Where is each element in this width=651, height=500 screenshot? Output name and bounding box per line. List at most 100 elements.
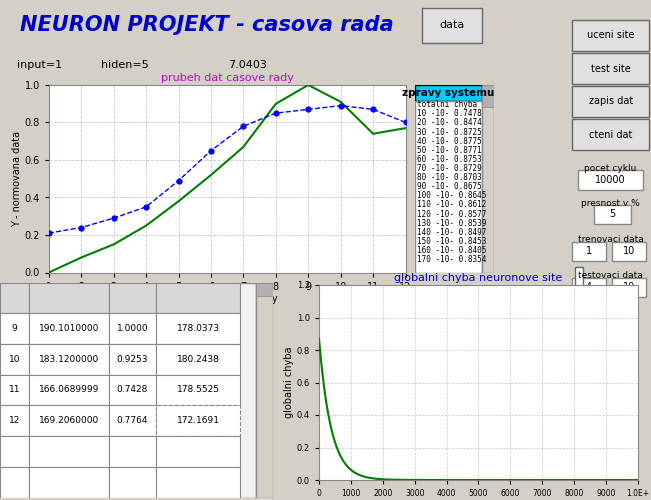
Bar: [594, 205, 631, 224]
Text: 10000: 10000: [595, 175, 626, 185]
Text: test site: test site: [590, 64, 631, 74]
Text: 10: 10: [623, 282, 635, 292]
Text: 110 -10- 0.8612: 110 -10- 0.8612: [417, 200, 486, 209]
Text: 10: 10: [623, 246, 635, 256]
Text: 4: 4: [586, 282, 592, 292]
Bar: [156, 344, 240, 374]
Bar: [156, 282, 240, 313]
Bar: [109, 344, 156, 374]
Text: NEURON PROJEKT - casova rada: NEURON PROJEKT - casova rada: [20, 15, 395, 35]
Text: 1.0000: 1.0000: [117, 324, 148, 333]
Bar: [29, 344, 109, 374]
Text: uceni site: uceni site: [587, 30, 634, 40]
Text: 1: 1: [586, 246, 592, 256]
Bar: [572, 278, 606, 297]
Bar: [572, 53, 650, 84]
Text: 166.0689999: 166.0689999: [39, 386, 99, 394]
Bar: [109, 406, 156, 436]
Text: hiden=5: hiden=5: [100, 60, 148, 70]
Text: 150 -10- 0.8453: 150 -10- 0.8453: [417, 237, 486, 246]
Text: rozdily: rozdily: [587, 308, 616, 316]
Bar: [29, 282, 109, 313]
Text: presnost v %: presnost v %: [581, 200, 640, 208]
Text: 11: 11: [9, 386, 20, 394]
Text: 90 -10- 0.8675: 90 -10- 0.8675: [417, 182, 482, 191]
Bar: [482, 85, 494, 108]
Bar: [0, 313, 29, 344]
Text: 0.9253: 0.9253: [117, 355, 148, 364]
Bar: [572, 119, 650, 150]
Text: 50 -10- 0.8771: 50 -10- 0.8771: [417, 146, 482, 155]
Bar: [0, 344, 29, 374]
Text: 178.0373: 178.0373: [176, 324, 219, 333]
Text: 60 -10- 0.8753: 60 -10- 0.8753: [417, 155, 482, 164]
Bar: [575, 267, 583, 317]
Bar: [415, 85, 482, 101]
Bar: [256, 282, 273, 498]
Text: trenovaci data: trenovaci data: [578, 236, 643, 244]
Text: totalni chyba: totalni chyba: [417, 100, 477, 109]
Text: pocet cyklu: pocet cyklu: [585, 164, 637, 173]
Bar: [156, 467, 240, 498]
Bar: [0, 406, 29, 436]
Bar: [0, 374, 29, 406]
Bar: [578, 170, 643, 190]
Text: 9: 9: [12, 324, 18, 333]
Text: 160 -10- 0.8405: 160 -10- 0.8405: [417, 246, 486, 255]
Bar: [109, 436, 156, 467]
Bar: [0, 282, 29, 313]
Bar: [612, 242, 646, 261]
Text: 12: 12: [9, 416, 20, 425]
Bar: [0, 436, 29, 467]
Text: 70 -10- 0.8729: 70 -10- 0.8729: [417, 164, 482, 173]
Bar: [156, 313, 240, 344]
Text: 172.1691: 172.1691: [176, 416, 219, 425]
Bar: [156, 406, 240, 436]
Bar: [415, 101, 482, 272]
Bar: [156, 436, 240, 467]
Bar: [575, 287, 583, 337]
Text: 120 -10- 0.8577: 120 -10- 0.8577: [417, 210, 486, 218]
Text: 7.0403: 7.0403: [228, 60, 267, 70]
Text: zpravy systemu: zpravy systemu: [402, 88, 494, 98]
Bar: [422, 8, 482, 42]
Text: data: data: [439, 20, 465, 30]
Bar: [482, 85, 494, 272]
Text: 100 -10- 0.8645: 100 -10- 0.8645: [417, 192, 486, 200]
Text: 10 -10- 0.7478: 10 -10- 0.7478: [417, 110, 482, 118]
Bar: [156, 374, 240, 406]
Bar: [612, 278, 646, 297]
Text: 130 -10- 0.8539: 130 -10- 0.8539: [417, 218, 486, 228]
Text: nezavislost: nezavislost: [587, 288, 637, 296]
Text: 10: 10: [9, 355, 20, 364]
Bar: [109, 282, 156, 313]
Text: testovaci data: testovaci data: [578, 272, 643, 280]
Text: 0.7764: 0.7764: [117, 416, 148, 425]
Text: 170 -10- 0.8354: 170 -10- 0.8354: [417, 255, 486, 264]
Text: 0.7428: 0.7428: [117, 386, 148, 394]
Text: 178.5525: 178.5525: [176, 386, 219, 394]
Y-axis label: Y - normovana data: Y - normovana data: [12, 130, 21, 227]
Bar: [572, 242, 606, 261]
Text: 180.2438: 180.2438: [176, 355, 219, 364]
Text: zapis dat: zapis dat: [589, 96, 633, 106]
Text: 183.1200000: 183.1200000: [39, 355, 99, 364]
Title: prubeh dat casove rady: prubeh dat casove rady: [161, 73, 294, 83]
Text: cteni dat: cteni dat: [589, 130, 632, 140]
Y-axis label: globalni chyba: globalni chyba: [284, 347, 294, 418]
Text: input=1: input=1: [16, 60, 62, 70]
Text: 30 -10- 0.8725: 30 -10- 0.8725: [417, 128, 482, 136]
Bar: [572, 86, 650, 117]
Bar: [109, 467, 156, 498]
Text: 80 -10- 0.8703: 80 -10- 0.8703: [417, 173, 482, 182]
Bar: [572, 20, 650, 51]
Title: globalni chyba neuronove site: globalni chyba neuronove site: [395, 273, 562, 283]
Text: 40 -10- 0.8775: 40 -10- 0.8775: [417, 136, 482, 145]
Bar: [29, 467, 109, 498]
Bar: [29, 406, 109, 436]
Text: 140 -10- 0.8497: 140 -10- 0.8497: [417, 228, 486, 237]
Bar: [256, 282, 273, 296]
Text: 20 -10- 0.8474: 20 -10- 0.8474: [417, 118, 482, 128]
Text: 5: 5: [609, 210, 616, 220]
Bar: [29, 313, 109, 344]
